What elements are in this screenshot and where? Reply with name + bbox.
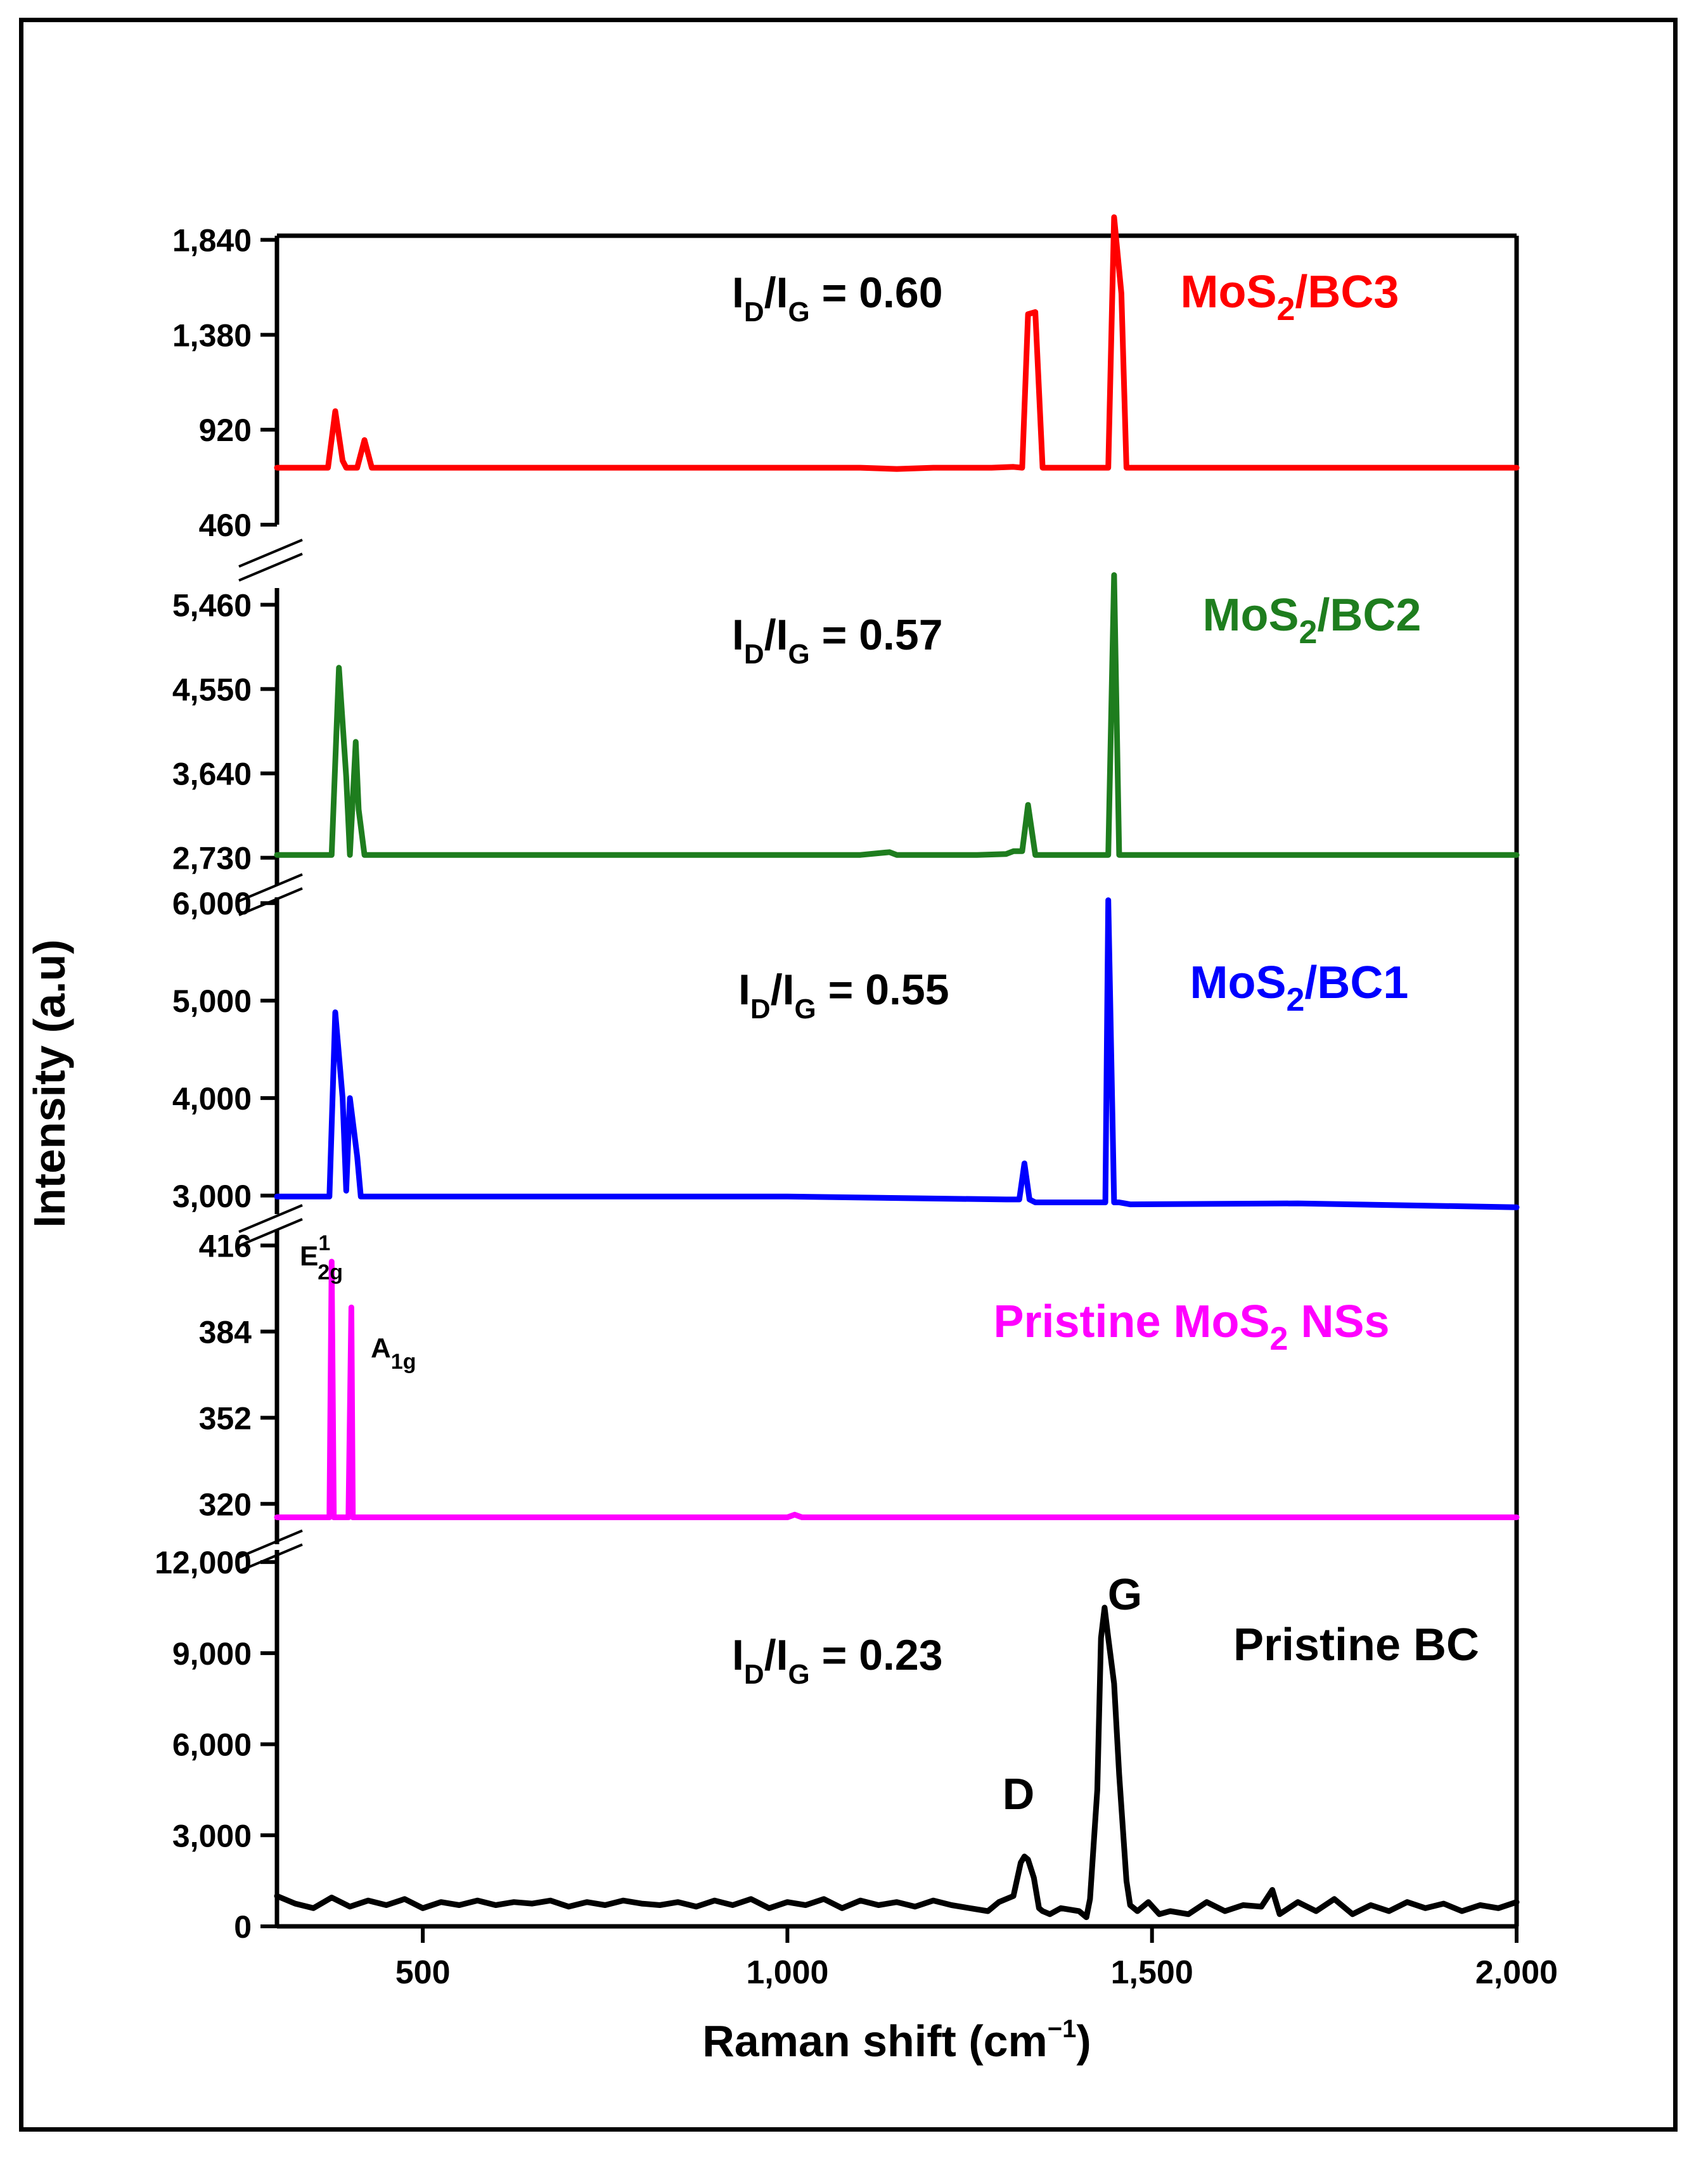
y-tick-label: 3,640 <box>172 757 252 792</box>
axis-break-mark <box>238 553 303 582</box>
y-tick-label: 3,000 <box>172 1179 252 1214</box>
x-tick-label: 500 <box>395 1954 451 1991</box>
y-tick-label: 3,000 <box>172 1818 252 1853</box>
figure-frame <box>19 18 1678 2132</box>
y-tick-label: 5,000 <box>172 983 252 1019</box>
y-tick-label: 460 <box>199 508 252 543</box>
y-tick-label: 384 <box>199 1314 252 1350</box>
intensity-ratio-label: ID/IG = 0.55 <box>738 966 949 1025</box>
y-tick-label: 0 <box>234 1909 252 1945</box>
peak-label: D <box>1003 1769 1035 1819</box>
axis-break-mark <box>238 1543 303 1573</box>
intensity-ratio-label: ID/IG = 0.60 <box>732 269 943 328</box>
peak-label: A1g <box>371 1333 416 1374</box>
axis-break-mark <box>238 873 303 902</box>
panel-pristine-bc: 0 3,000 6,000 9,000 12,000 Pristine BC ID/IG =… <box>155 1545 1520 1945</box>
y-tick-label: 4,550 <box>172 672 252 707</box>
y-tick-label: 320 <box>199 1487 252 1522</box>
axis-break-mark <box>238 1204 303 1233</box>
y-tick-label: 352 <box>199 1400 252 1436</box>
y-axis-label: Intensity (a.u) <box>25 939 74 1227</box>
series-line <box>274 1604 1520 1921</box>
x-tick-label: 2,000 <box>1475 1954 1558 1991</box>
series-label: MoS2/BC1 <box>1190 957 1409 1018</box>
axis-break-mark <box>238 1218 303 1247</box>
series-line <box>274 214 1520 472</box>
series-label: Pristine BC <box>1233 1620 1479 1670</box>
y-tick-label: 416 <box>199 1228 252 1264</box>
y-tick-label: 1,840 <box>172 223 252 259</box>
y-tick-label: 9,000 <box>172 1636 252 1672</box>
panel-pristine-mos2-nss: 320 352 384 416 Pristine MoS2 NSs E1 2g A1g <box>199 1228 1520 1573</box>
series-label: MoS2/BC2 <box>1203 590 1422 651</box>
y-tick-label: 2,730 <box>172 841 252 876</box>
y-tick-label: 6,000 <box>172 1727 252 1763</box>
x-tick-label: 1,000 <box>746 1954 828 1991</box>
panel-mos2-bc2: 2,730 3,640 4,550 5,460 MoS2/BC2 ID/IG = 0.57 <box>172 572 1520 916</box>
peak-label: G <box>1108 1570 1142 1619</box>
series-line <box>274 1258 1520 1520</box>
intensity-ratio-label: ID/IG = 0.23 <box>732 1631 943 1690</box>
series-label: Pristine MoS2 NSs <box>993 1296 1389 1357</box>
series-line <box>274 897 1520 1210</box>
y-tick-label: 6,000 <box>172 886 252 921</box>
axis-break-mark <box>238 539 303 568</box>
panel-mos2-bc1: 3,000 4,000 5,000 6,000 MoS2/BC1 ID/IG = 0.55 <box>172 886 1520 1247</box>
series-label: MoS2/BC3 <box>1181 267 1399 328</box>
y-tick-label: 4,000 <box>172 1081 252 1117</box>
axis-break-mark <box>238 1529 303 1559</box>
x-tick-label: 1,500 <box>1111 1954 1193 1991</box>
peak-label: E1 2g <box>300 1231 343 1284</box>
y-tick-label: 1,380 <box>172 317 252 353</box>
y-tick-label: 5,460 <box>172 587 252 623</box>
y-tick-label: 12,000 <box>155 1545 252 1580</box>
y-tick-label: 920 <box>199 413 252 448</box>
panel-mos2-bc3: 460 920 1,380 1,840 MoS2/BC3 ID/IG = 0.60 <box>172 214 1520 582</box>
x-axis-label: Raman shift (cm−1) <box>702 2015 1091 2066</box>
series-line <box>274 572 1520 858</box>
intensity-ratio-label: ID/IG = 0.57 <box>732 611 943 670</box>
